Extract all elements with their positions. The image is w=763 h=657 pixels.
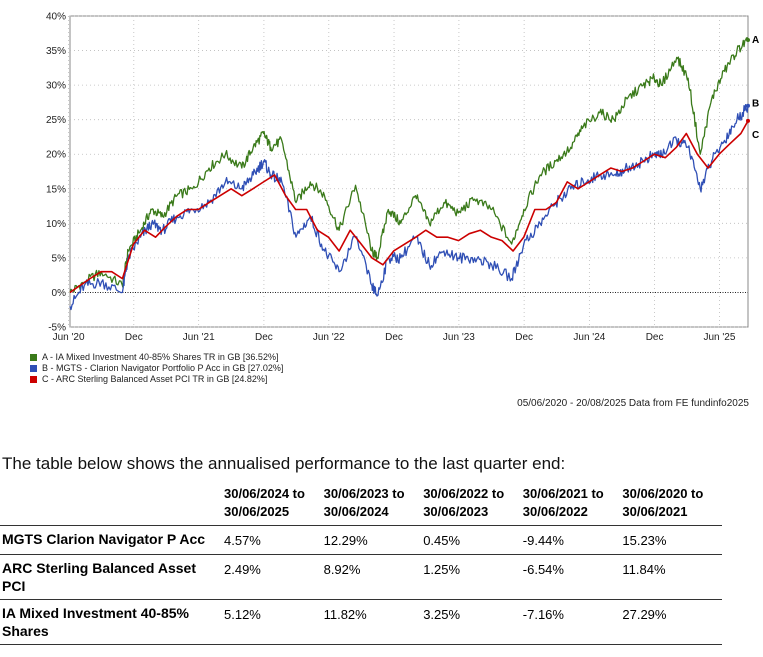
legend-item-b: B - MGTS - Clarion Navigator Portfolio P… [30, 363, 283, 374]
x-tick-label: Dec [646, 332, 664, 340]
series-line-b [69, 104, 749, 311]
y-tick-label: -5% [48, 323, 66, 334]
x-tick-label: Jun '25 [704, 332, 736, 340]
x-tick-label: Jun '20 [53, 332, 85, 340]
y-tick-label: 20% [46, 150, 66, 161]
x-tick-label: Dec [385, 332, 403, 340]
fund-name: IA Mixed Investment 40-85% Shares [0, 599, 224, 645]
table-cell: -9.44% [522, 525, 623, 555]
series-line-c [69, 120, 749, 294]
table-cell: 4.57% [224, 525, 324, 555]
series-end-marker-b [746, 103, 750, 108]
table-row: IA Mixed Investment 40-85% Shares 5.12% … [0, 599, 722, 645]
table-header-period-5: 30/06/2020 to 30/06/2021 [622, 483, 722, 526]
legend-swatch-b [30, 365, 37, 372]
x-tick-label: Dec [125, 332, 143, 340]
series-end-label-a: A [752, 35, 759, 46]
table-cell: 2.49% [224, 554, 324, 600]
y-tick-label: 25% [46, 115, 66, 126]
table-header-row: 30/06/2024 to 30/06/2025 30/06/2023 to 3… [0, 483, 722, 526]
table-cell: 11.84% [622, 554, 722, 600]
y-tick-label: 35% [46, 46, 66, 57]
series-line-a [69, 37, 749, 293]
legend-item-a: A - IA Mixed Investment 40-85% Shares TR… [30, 352, 283, 363]
table-header-fund [0, 483, 224, 526]
series-end-label-b: B [752, 99, 759, 110]
chart-svg: 40% 35% 30% 25% 20% 15% 10% 5% 0% -5%Jun '20 Dec Ju… [46, 12, 759, 341]
series-end-marker-c [746, 118, 750, 123]
legend-text-c: C - ARC Sterling Balanced Asset PCI TR i… [42, 374, 268, 384]
table-header-period-3: 30/06/2022 to 30/06/2023 [423, 483, 523, 526]
table-cell: 8.92% [323, 554, 424, 600]
table-cell: 12.29% [323, 525, 424, 555]
y-tick-label: 15% [46, 184, 66, 195]
series-end-label-c: C [752, 130, 759, 141]
y-tick-label: 40% [46, 12, 66, 23]
y-tick-label: 5% [52, 253, 67, 264]
table-header-period-2: 30/06/2023 to 30/06/2024 [323, 483, 424, 526]
series-end-marker-a [746, 38, 750, 43]
legend-swatch-a [30, 354, 37, 361]
legend-text-a: A - IA Mixed Investment 40-85% Shares TR… [42, 352, 279, 362]
fund-name: MGTS Clarion Navigator P Acc [0, 525, 224, 555]
table-row: ARC Sterling Balanced Asset PCI 2.49% 8.… [0, 554, 722, 600]
table-row: MGTS Clarion Navigator P Acc 4.57% 12.29… [0, 525, 722, 555]
x-tick-label: Jun '21 [183, 332, 215, 340]
table-cell: 1.25% [423, 554, 523, 600]
y-tick-label: 0% [52, 288, 67, 299]
table-cell: 27.29% [622, 599, 722, 645]
x-tick-label: Jun '23 [443, 332, 475, 340]
table-cell: 11.82% [323, 599, 424, 645]
table-cell: 0.45% [423, 525, 523, 555]
x-tick-label: Jun '24 [573, 332, 605, 340]
legend-item-c: C - ARC Sterling Balanced Asset PCI TR i… [30, 374, 283, 385]
y-tick-label: 10% [46, 219, 66, 230]
x-tick-label: Jun '22 [313, 332, 345, 340]
x-tick-label: Dec [515, 332, 533, 340]
table-intro: The table below shows the annualised per… [2, 454, 566, 473]
plot-frame [69, 15, 749, 328]
table-cell: -6.54% [522, 554, 623, 600]
performance-chart: 40% 35% 30% 25% 20% 15% 10% 5% 0% -5% Jun '20 Dec Ju… [46, 12, 759, 341]
performance-table: 30/06/2024 to 30/06/2025 30/06/2023 to 3… [0, 483, 722, 645]
table-cell: 15.23% [622, 525, 722, 555]
legend-swatch-c [30, 376, 37, 383]
table-cell: 5.12% [224, 599, 324, 645]
table-cell: -7.16% [522, 599, 623, 645]
chart-legend: A - IA Mixed Investment 40-85% Shares TR… [30, 352, 283, 385]
y-tick-label: 30% [46, 81, 66, 92]
table-header-period-4: 30/06/2021 to 30/06/2022 [522, 483, 623, 526]
legend-text-b: B - MGTS - Clarion Navigator Portfolio P… [42, 363, 284, 373]
table-cell: 3.25% [423, 599, 523, 645]
x-tick-label: Dec [255, 332, 273, 340]
fund-name: ARC Sterling Balanced Asset PCI [0, 554, 224, 600]
source-note: 05/06/2020 - 20/08/2025 Data from FE fun… [517, 398, 749, 409]
table-header-period-1: 30/06/2024 to 30/06/2025 [224, 483, 324, 526]
